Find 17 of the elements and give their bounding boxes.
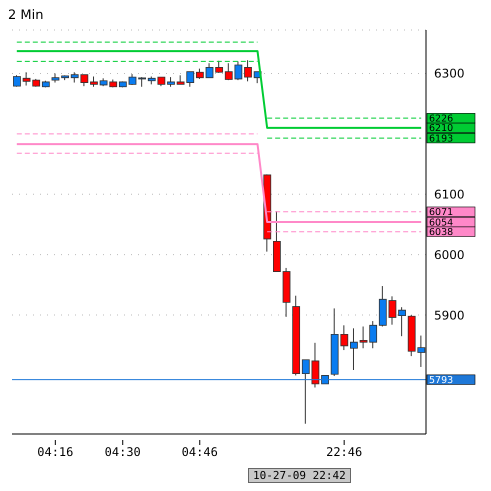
data-label: 6210 bbox=[429, 123, 454, 134]
data-label: 6038 bbox=[429, 227, 454, 238]
data-label: 6071 bbox=[429, 207, 454, 218]
y-tick-label: 5900 bbox=[434, 308, 465, 322]
x-tick-label: 04:16 bbox=[37, 445, 74, 459]
y-tick-label: 6300 bbox=[434, 66, 465, 81]
data-label: 6193 bbox=[429, 133, 454, 144]
chart-title: 2 Min bbox=[8, 8, 44, 24]
text: 10-27-09 22:42 bbox=[248, 468, 351, 483]
data-label: 6226 bbox=[429, 114, 454, 125]
data-label: 6054 bbox=[429, 217, 454, 228]
x-tick-label: 04:30 bbox=[104, 445, 141, 459]
y-tick-label: 6100 bbox=[434, 188, 465, 202]
y-tick-label: 6000 bbox=[434, 248, 465, 262]
x-tick-label: 04:46 bbox=[182, 445, 218, 459]
ref-line-label: 5793 bbox=[429, 375, 454, 386]
x-tick-label: 22:46 bbox=[326, 445, 362, 459]
